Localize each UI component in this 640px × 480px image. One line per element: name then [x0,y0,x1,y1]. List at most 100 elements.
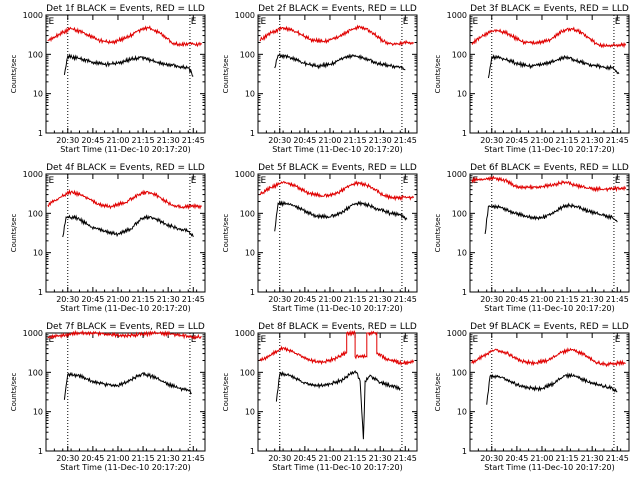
events-series-line [486,372,618,405]
event-marker-letter: E [615,335,621,345]
x-tick-label: 21:00 [106,295,129,304]
event-marker-letter: E [191,176,197,186]
x-tick-label: 21:00 [530,295,553,304]
x-tick-label: 21:45 [606,454,629,463]
event-marker-letter: E [191,335,197,345]
x-tick-label: 20:45 [505,454,528,463]
x-tick-label: 21:30 [581,295,604,304]
plot-frame [469,332,630,452]
x-tick-label: 20:45 [293,136,316,145]
events-series-line [484,202,618,234]
x-tick-label: 20:30 [480,136,503,145]
y-tick-label: 1 [38,447,43,456]
events-series-line [274,199,408,232]
y-tick-label: 100 [452,368,467,377]
event-marker-letter: E [615,17,621,27]
y-tick-label: 10 [457,90,467,99]
x-tick-label: 21:15 [344,136,367,145]
detector-panel: Det 2f BLACK = Events, RED = LLD 1 10 100 10… [222,4,418,154]
plot-frame [257,332,418,452]
detector-panel: Det 4f BLACK = Events, RED = LLD 1 10 100 10… [10,163,206,313]
y-tick-label: 1000 [235,11,255,20]
x-tick-label: 20:45 [293,454,316,463]
y-tick-label: 1000 [23,170,43,179]
y-tick-label: 1 [462,288,467,297]
y-tick-label: 1000 [23,11,43,20]
x-tick-label: 21:45 [394,454,417,463]
x-tick-label: 20:30 [480,454,503,463]
lld-series-line [47,25,203,48]
y-tick-label: 10 [33,249,43,258]
detector-panel: Det 1f BLACK = Events, RED = LLD 1 10 100 10… [10,4,206,154]
event-marker-letter: E [49,17,55,27]
x-tick-label: 21:00 [530,454,553,463]
y-tick-label: 10 [33,90,43,99]
events-series-line [63,53,194,77]
y-axis-label: Counts/sec [10,214,18,253]
x-tick-label: 21:30 [369,295,392,304]
x-tick-label: 21:15 [132,136,155,145]
x-tick-label: 21:15 [556,454,579,463]
x-tick-label: 20:45 [81,295,104,304]
x-tick-label: 21:30 [157,454,180,463]
x-tick-label: 21:00 [106,454,129,463]
x-tick-label: 21:00 [106,136,129,145]
y-tick-label: 100 [28,368,43,377]
y-tick-label: 100 [452,50,467,59]
x-tick-label: 21:30 [157,136,180,145]
event-marker-letter: E [403,176,409,186]
y-tick-label: 100 [28,209,43,218]
x-tick-label: 20:30 [56,136,79,145]
x-tick-label: 21:15 [132,454,155,463]
x-tick-label: 21:30 [369,454,392,463]
x-tick-label: 21:15 [556,295,579,304]
x-tick-label: 20:30 [268,454,291,463]
events-series-line [275,369,401,440]
panel-title: Det 2f BLACK = Events, RED = LLD [258,4,417,14]
x-axis-label: Start Time (11-Dec-10 20:17:20) [60,145,191,154]
x-tick-label: 20:30 [268,136,291,145]
x-axis-label: Start Time (11-Dec-10 20:17:20) [484,304,615,313]
detector-panel: Det 8f BLACK = Events, RED = LLD 1 10 100 10… [222,322,418,472]
y-tick-label: 1 [250,447,255,456]
event-marker-letter: E [473,17,479,27]
x-axis-label: Start Time (11-Dec-10 20:17:20) [60,463,191,472]
y-tick-label: 1 [462,447,467,456]
x-tick-label: 21:15 [344,454,367,463]
x-tick-label: 21:30 [157,295,180,304]
lld-series-line [259,329,415,366]
x-tick-label: 21:15 [132,295,155,304]
panel-title: Det 5f BLACK = Events, RED = LLD [258,163,417,173]
x-tick-label: 20:45 [505,295,528,304]
y-axis-label: Counts/sec [434,55,442,94]
y-axis-label: Counts/sec [222,373,230,412]
x-tick-label: 21:45 [606,295,629,304]
events-series-line [487,54,620,79]
y-tick-label: 1000 [447,170,467,179]
y-tick-label: 100 [28,50,43,59]
x-tick-label: 21:45 [394,295,417,304]
y-axis-label: Counts/sec [10,373,18,412]
y-tick-label: 100 [240,209,255,218]
lld-series-line [259,24,415,47]
plot-frame [45,332,206,452]
y-tick-label: 1000 [447,329,467,338]
x-tick-label: 21:45 [182,136,205,145]
x-axis-label: Start Time (11-Dec-10 20:17:20) [484,463,615,472]
events-series-line [62,214,194,238]
y-axis-label: Counts/sec [434,373,442,412]
lld-series-line [259,180,415,202]
x-axis-label: Start Time (11-Dec-10 20:17:20) [272,463,403,472]
y-tick-label: 100 [240,368,255,377]
event-marker-letter: E [473,335,479,345]
x-tick-label: 21:45 [394,136,417,145]
y-tick-label: 1 [38,129,43,138]
event-marker-letter: E [49,176,55,186]
y-tick-label: 10 [457,408,467,417]
panel-title: Det 1f BLACK = Events, RED = LLD [46,4,205,14]
y-tick-label: 1000 [447,11,467,20]
detector-panel: Det 9f BLACK = Events, RED = LLD 1 10 100 10… [434,322,630,472]
y-tick-label: 1000 [235,329,255,338]
x-tick-label: 21:30 [581,136,604,145]
y-tick-label: 1 [38,288,43,297]
